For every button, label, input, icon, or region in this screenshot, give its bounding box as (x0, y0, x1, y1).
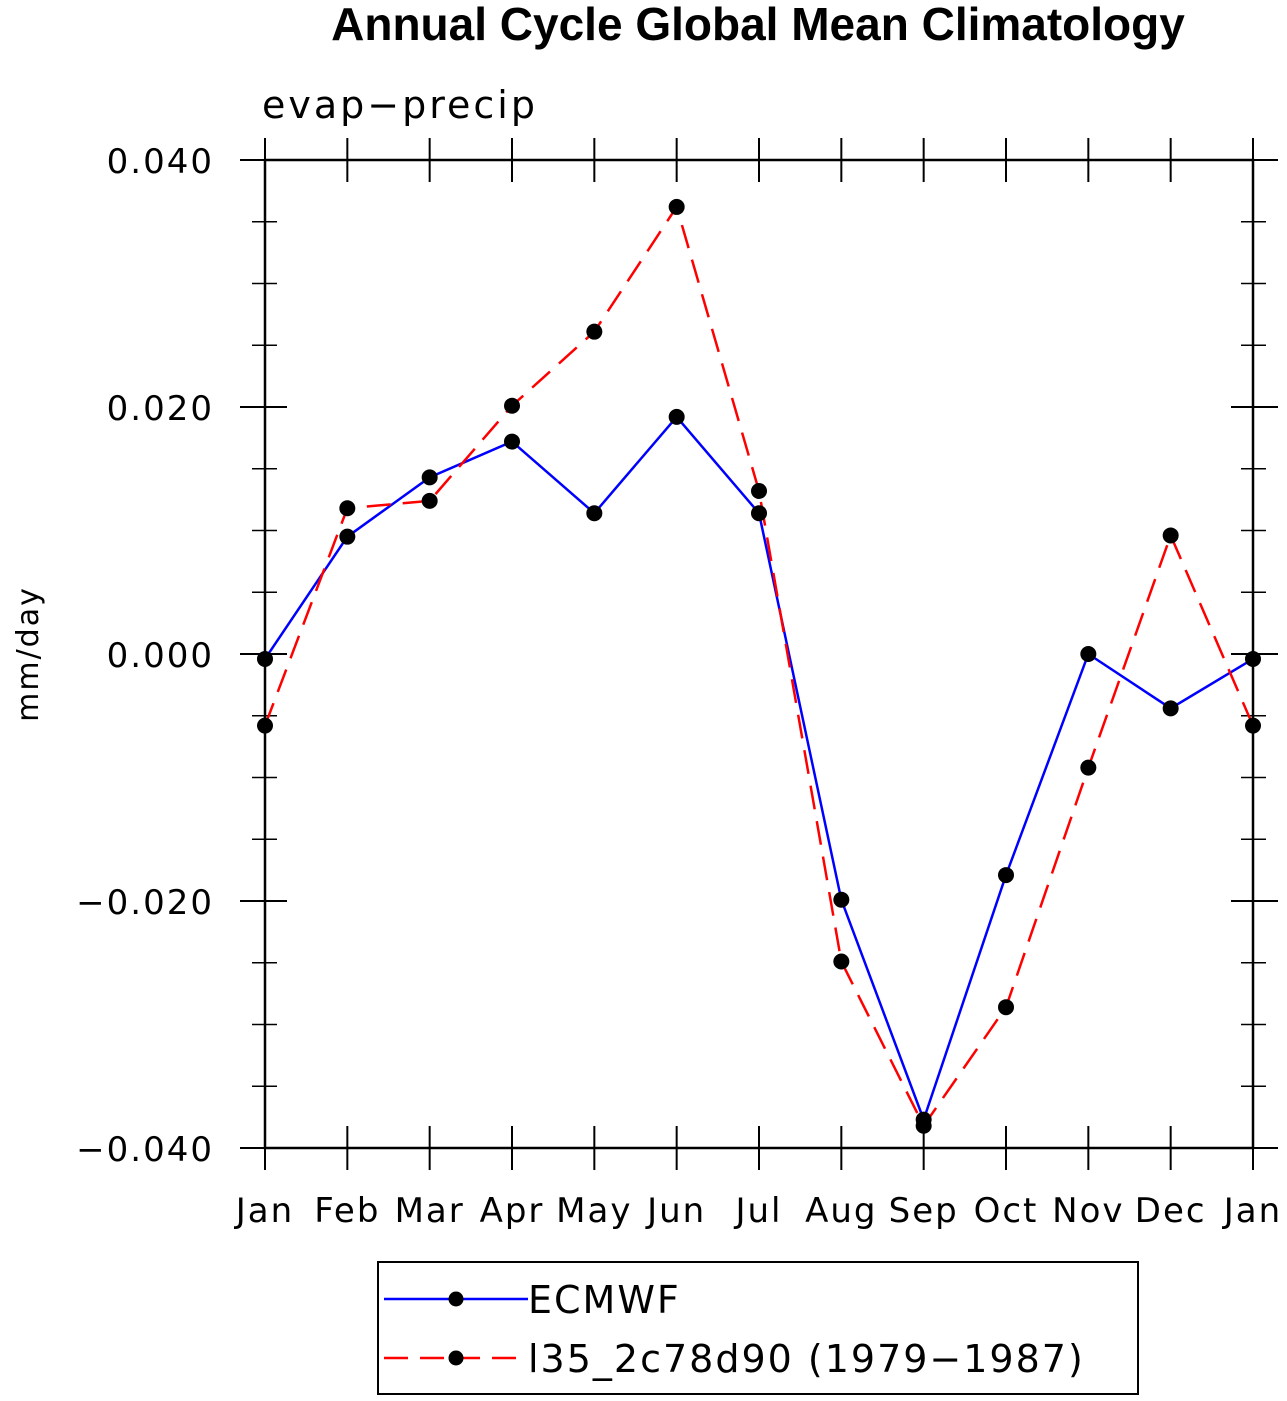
x-tick-label: Feb (314, 1191, 380, 1231)
x-tick-label: Apr (480, 1191, 545, 1231)
series-1-point (504, 397, 520, 414)
series-1-point (998, 999, 1014, 1016)
series-line-0 (263, 414, 1254, 1124)
series-0-point (1162, 700, 1179, 717)
series-1-point (751, 482, 767, 499)
legend-label-l35-2c78d90: l35_2c78d90 (1979−1987) (528, 1337, 1085, 1381)
y-tick-label: −0.020 (76, 883, 214, 923)
y-axis-label: mm/day (11, 586, 46, 722)
x-tick-label: Oct (974, 1191, 1039, 1231)
x-tick-label: Jun (645, 1191, 706, 1231)
y-tick-label: 0.020 (107, 389, 214, 429)
legend-marker-l35-2c78d90 (448, 1350, 464, 1366)
series-0-point (751, 505, 767, 522)
legend-box (377, 1261, 1139, 1395)
series-0-point (586, 505, 603, 522)
series-0-point (504, 433, 520, 450)
chart-title: Annual Cycle Global Mean Climatology (331, 0, 1185, 50)
series-1-point (339, 500, 356, 517)
x-tick-label: Aug (805, 1191, 877, 1231)
y-tick-label: 0.040 (107, 142, 214, 182)
series-0-point (1245, 650, 1261, 667)
series-0-point (998, 867, 1014, 884)
legend-marker-ecmwf (448, 1291, 464, 1307)
series-1-point (1162, 527, 1179, 544)
series-1-point (1080, 759, 1097, 776)
x-tick-label: Dec (1135, 1191, 1207, 1231)
series-1-point (1245, 717, 1261, 734)
series-1-point (668, 198, 685, 215)
x-tick-label: Jan (234, 1191, 294, 1231)
series-0-point (668, 408, 685, 425)
series-layer (257, 198, 1261, 1134)
x-tick-label: Nov (1052, 1191, 1124, 1231)
plot-frame (263, 158, 1255, 1150)
series-1-point (586, 323, 603, 340)
chart-subtitle: evap−precip (262, 83, 538, 127)
y-tick-label: −0.040 (76, 1130, 214, 1170)
series-1-point (257, 717, 273, 734)
series-1-point (421, 492, 438, 509)
x-tick-label: Sep (889, 1191, 959, 1231)
axis-layer: Jan Feb Mar Apr May Jun Jul Aug Sep Oct Nov Dec Jan−… (76, 138, 1282, 1231)
series-0-point (257, 650, 273, 667)
x-tick-label: May (556, 1191, 632, 1231)
x-tick-label: Mar (395, 1191, 465, 1231)
x-tick-label: Jul (733, 1191, 782, 1231)
series-0-point (339, 528, 356, 545)
series-0-point (421, 469, 438, 486)
x-tick-label: Jan (1222, 1191, 1282, 1231)
series-1-point (833, 953, 850, 970)
y-tick-label: 0.000 (107, 636, 214, 676)
series-0-point (1080, 646, 1097, 662)
series-1-point (915, 1117, 932, 1134)
legend: ECMWF l35_2c78d90 (1979−1987) (377, 1261, 1139, 1395)
legend-label-ecmwf: ECMWF (528, 1278, 681, 1322)
series-0-point (833, 891, 850, 908)
